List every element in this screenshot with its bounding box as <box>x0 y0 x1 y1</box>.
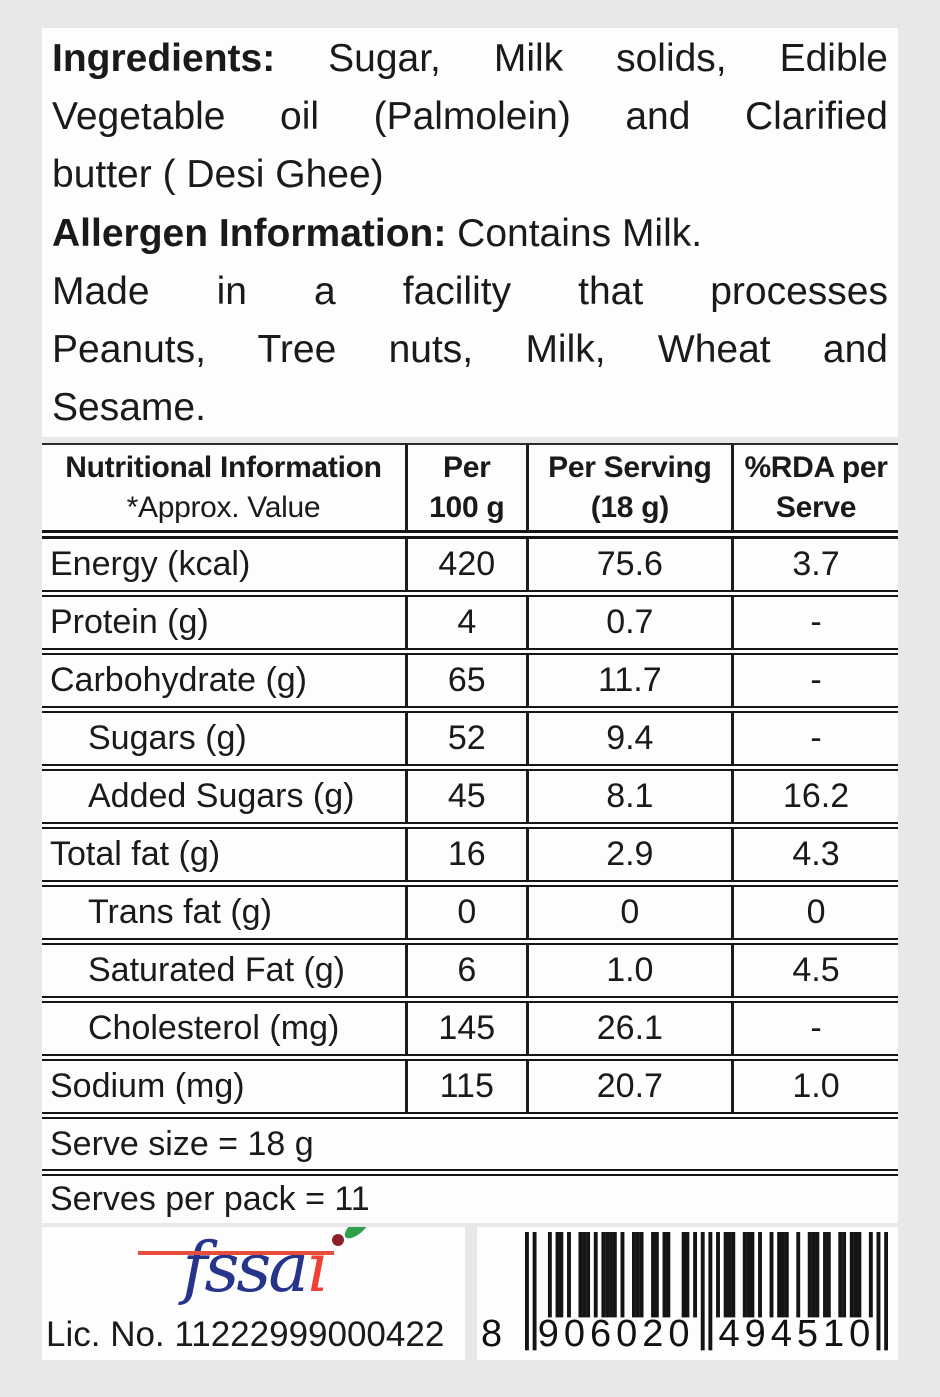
header-approx-value: *Approx. Value <box>126 490 321 524</box>
row-rda: - <box>731 713 898 764</box>
nutrition-table: Nutritional Information *Approx. Value P… <box>42 443 898 1223</box>
ingredients-line: Vegetable oil (Palmolein) and Clarified <box>52 88 888 146</box>
facility-text: Peanuts, Tree nuts, Milk, Wheat and <box>52 328 888 372</box>
fssai-text-i: ı <box>305 1229 328 1308</box>
ingredients-text: Vegetable oil (Palmolein) and Clarified <box>52 95 888 139</box>
table-row-sodium: Sodium (mg) 115 20.7 1.0 <box>42 1061 898 1119</box>
barcode-digits-left: 906020 <box>537 1313 695 1356</box>
serve-size-row: Serve size = 18 g <box>42 1119 898 1176</box>
table-row-carbohydrate: Carbohydrate (g) 65 11.7 - <box>42 655 898 713</box>
row-label: Trans fat (g) <box>88 893 272 931</box>
header-per-100g: Per 100 g <box>404 445 526 530</box>
header-per: Per <box>443 450 491 484</box>
row-label: Total fat (g) <box>50 835 221 873</box>
row-per-serving: 8.1 <box>525 771 731 822</box>
row-label: Sugars (g) <box>88 719 247 757</box>
barcode-digit-first: 8 <box>481 1313 503 1355</box>
fssai-logo-text: fssaı <box>140 1227 368 1311</box>
allergen-line: Allergen Information: Contains Milk. <box>52 205 888 263</box>
ingredients-text: butter ( Desi Ghee) <box>52 153 384 197</box>
header-title: Nutritional Information <box>65 450 382 484</box>
row-rda: 0 <box>731 887 898 938</box>
row-per-100g: 16 <box>404 829 526 880</box>
row-label: Carbohydrate (g) <box>50 661 308 699</box>
license-number: Lic. No. 11222999000422 <box>46 1315 445 1354</box>
row-per-serving: 11.7 <box>525 655 731 706</box>
row-rda: - <box>731 1003 898 1054</box>
row-per-100g: 145 <box>404 1003 526 1054</box>
barcode: 906020 494510 <box>525 1232 888 1356</box>
row-per-100g: 6 <box>404 945 526 996</box>
allergen-text: Contains Milk. <box>446 211 703 255</box>
facility-text: Made in a facility that processes <box>52 269 888 313</box>
table-row-cholesterol: Cholesterol (mg) 145 26.1 - <box>42 1003 898 1061</box>
row-per-serving: 20.7 <box>525 1061 731 1112</box>
fssai-section: fssaı Lic. No. 11222999000422 <box>42 1227 465 1360</box>
row-rda: 16.2 <box>731 771 898 822</box>
header-rda-per-serve: %RDA per Serve <box>731 445 898 530</box>
header-serve: Serve <box>775 490 857 524</box>
row-per-serving: 26.1 <box>525 1003 731 1054</box>
row-label: Energy (kcal) <box>50 545 251 583</box>
barcode-section: 8 906020 494510 <box>477 1227 898 1360</box>
allergen-heading: Allergen Information: <box>52 211 447 255</box>
row-per-100g: 52 <box>404 713 526 764</box>
facility-text: Sesame. <box>52 386 206 430</box>
row-rda: - <box>731 655 898 706</box>
header-rda: %RDA per <box>744 450 888 484</box>
facility-line: Sesame. <box>52 379 888 437</box>
row-per-serving: 2.9 <box>525 829 731 880</box>
row-per-serving: 0 <box>525 887 731 938</box>
table-row-sugars: Sugars (g) 52 9.4 - <box>42 713 898 771</box>
ingredients-line: butter ( Desi Ghee) <box>52 146 888 204</box>
ingredients-line: Ingredients: Sugar, Milk solids, Edible <box>52 30 888 88</box>
fssai-text-main: fssa <box>182 1229 309 1308</box>
row-per-100g: 65 <box>404 655 526 706</box>
row-rda: 4.5 <box>731 945 898 996</box>
row-per-serving: 1.0 <box>525 945 731 996</box>
row-label: Saturated Fat (g) <box>88 951 346 989</box>
table-header-row: Nutritional Information *Approx. Value P… <box>42 445 898 539</box>
facility-line: Peanuts, Tree nuts, Milk, Wheat and <box>52 321 888 379</box>
fssai-logo: fssaı <box>137 1227 373 1311</box>
table-row-protein: Protein (g) 4 0.7 - <box>42 597 898 655</box>
row-label: Sodium (mg) <box>50 1067 245 1105</box>
serves-per-pack-row: Serves per pack = 11 <box>50 1180 370 1218</box>
ingredients-heading: Ingredients: <box>52 37 276 80</box>
table-row-added-sugars: Added Sugars (g) 45 8.1 16.2 <box>42 771 898 829</box>
row-per-serving: 0.7 <box>525 597 731 648</box>
footer-strip: fssaı Lic. No. 11222999000422 8 906020 4… <box>42 1227 898 1360</box>
table-row-trans-fat: Trans fat (g) 0 0 0 <box>42 887 898 945</box>
row-label: Cholesterol (mg) <box>88 1009 340 1047</box>
barcode-bars-svg <box>525 1232 888 1351</box>
ingredients-section: Ingredients: Sugar, Milk solids, Edible … <box>42 28 898 437</box>
row-per-100g: 115 <box>404 1061 526 1112</box>
header-nutritional-information: Nutritional Information *Approx. Value <box>42 445 405 530</box>
row-rda: - <box>731 597 898 648</box>
table-row-total-fat: Total fat (g) 16 2.9 4.3 <box>42 829 898 887</box>
row-label: Added Sugars (g) <box>88 777 355 815</box>
header-per-serving-label: Per Serving <box>548 450 712 484</box>
row-per-100g: 0 <box>404 887 526 938</box>
berry-icon <box>331 1234 344 1246</box>
row-per-serving: 75.6 <box>525 539 731 590</box>
row-label: Protein (g) <box>50 603 209 641</box>
row-rda: 3.7 <box>731 539 898 590</box>
row-rda: 1.0 <box>731 1061 898 1112</box>
row-per-100g: 4 <box>404 597 526 648</box>
row-per-serving: 9.4 <box>525 713 731 764</box>
ingredients-text: Sugar, Milk solids, Edible <box>275 37 888 80</box>
table-row-saturated-fat: Saturated Fat (g) 6 1.0 4.5 <box>42 945 898 1003</box>
table-row-energy: Energy (kcal) 420 75.6 3.7 <box>42 539 898 597</box>
fssai-red-line <box>137 1251 334 1255</box>
row-rda: 4.3 <box>731 829 898 880</box>
row-per-100g: 45 <box>404 771 526 822</box>
barcode-digits-right: 494510 <box>718 1313 876 1356</box>
header-100g: 100 g <box>429 490 505 524</box>
header-per-serving: Per Serving (18 g) <box>525 445 731 530</box>
facility-line: Made in a facility that processes <box>52 263 888 321</box>
header-18g: (18 g) <box>590 490 670 524</box>
row-per-100g: 420 <box>404 539 526 590</box>
